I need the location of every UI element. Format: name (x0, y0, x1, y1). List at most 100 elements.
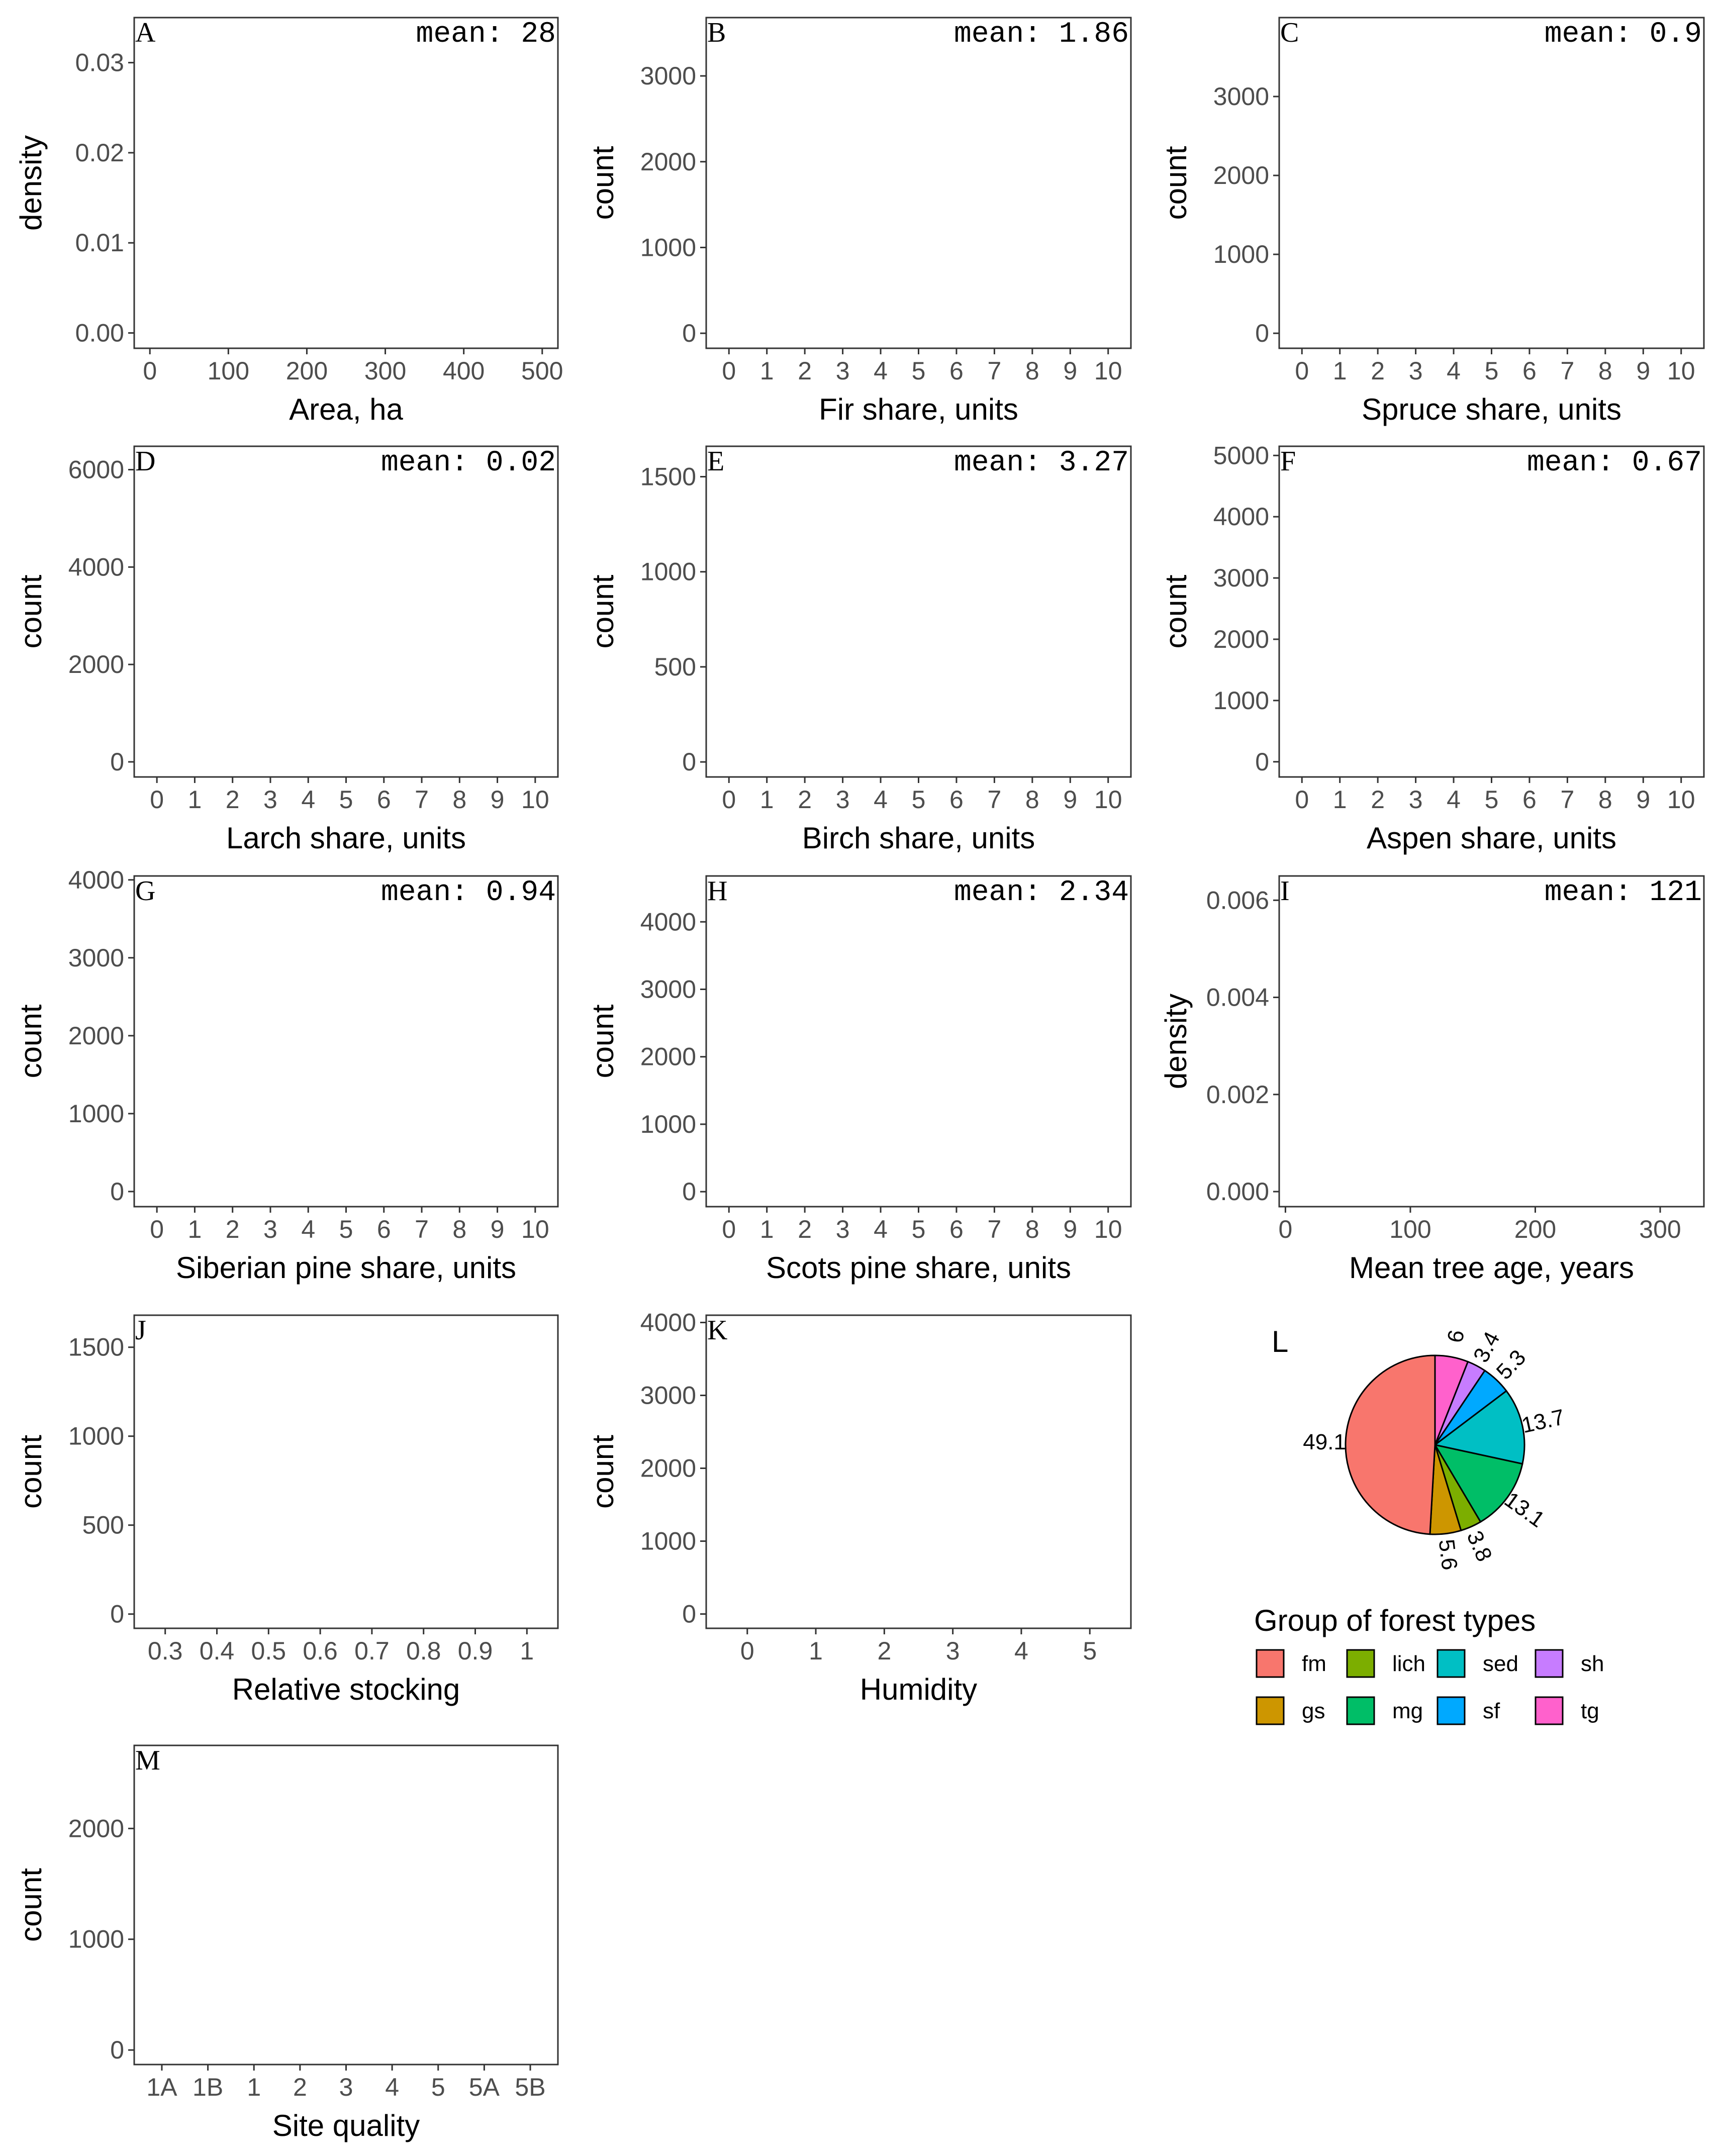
x-tick-label: 4 (874, 786, 888, 814)
slice-label-gs: 5.6 (1434, 1538, 1462, 1572)
x-tick-label: 0 (1279, 1215, 1293, 1243)
x-tick-label: 0.8 (406, 1637, 441, 1665)
x-tick-label: 8 (1025, 1215, 1039, 1243)
panel-border (133, 17, 559, 349)
y-tick-label: 2000 (640, 148, 696, 176)
x-tick-label: 3 (836, 786, 850, 814)
x-axis-title: Aspen share, units (1367, 821, 1616, 855)
panel-tag: I (1280, 875, 1290, 907)
x-tick-label: 8 (1025, 786, 1039, 814)
y-tick-label: 0 (110, 748, 124, 776)
y-axis-title: count (586, 574, 620, 648)
x-tick-label: 9 (1063, 786, 1077, 814)
y-tick-label: 1000 (1213, 240, 1269, 268)
y-tick-label: 0.02 (75, 139, 124, 167)
x-tick-label: 4 (301, 1215, 315, 1243)
x-tick-label: 8 (452, 1215, 466, 1243)
x-tick-label: 9 (491, 1215, 505, 1243)
x-tick-label: 6 (949, 786, 964, 814)
y-axis-title: count (14, 1004, 48, 1078)
legend-label-tg: tg (1581, 1699, 1599, 1723)
x-axis-title: Scots pine share, units (766, 1251, 1071, 1285)
y-tick-label: 5000 (1213, 441, 1269, 469)
legend-key-lich (1346, 1649, 1375, 1678)
x-tick-label: 5 (1485, 357, 1499, 385)
legend-key-gs (1256, 1696, 1285, 1725)
y-tick-label: 1500 (68, 1333, 124, 1361)
y-axis-title: count (586, 146, 620, 220)
y-tick-label: 0.000 (1206, 1178, 1269, 1206)
panel-tag: L (1272, 1325, 1288, 1358)
y-tick-label: 1000 (640, 1527, 696, 1555)
y-tick-label: 1500 (640, 463, 696, 491)
x-tick-label: 0 (740, 1637, 754, 1665)
x-tick-label: 8 (452, 786, 466, 814)
y-tick-label: 0 (110, 1178, 124, 1206)
legend-label-sed: sed (1483, 1651, 1518, 1676)
x-tick-label: 2 (1371, 357, 1385, 385)
panel-border (133, 445, 559, 778)
x-tick-label: 6 (1522, 786, 1537, 814)
mean-label: mean: 0.67 (1527, 447, 1702, 479)
x-axis-title: Birch share, units (802, 821, 1035, 855)
x-tick-label: 3 (263, 786, 277, 814)
x-tick-label: 0 (150, 786, 164, 814)
x-tick-label: 4 (874, 357, 888, 385)
x-tick-label: 7 (987, 786, 1001, 814)
panel-border (133, 1744, 559, 2066)
y-tick-label: 0 (110, 2036, 124, 2064)
x-tick-label: 7 (987, 357, 1001, 385)
x-tick-label: 10 (1667, 786, 1695, 814)
x-tick-label: 0 (1295, 357, 1309, 385)
x-tick-label: 1 (247, 2073, 261, 2101)
panel-tag: K (707, 1315, 727, 1346)
x-tick-label: 100 (1389, 1215, 1431, 1243)
slice-fm (1345, 1354, 1436, 1535)
slice-mg (1433, 1443, 1523, 1523)
panel-border (705, 445, 1132, 778)
y-tick-label: 1000 (640, 233, 696, 261)
y-tick-label: 0.01 (75, 229, 124, 257)
x-tick-label: 10 (521, 786, 549, 814)
slice-label-fm: 49.1 (1303, 1430, 1346, 1454)
x-tick-label: 100 (208, 357, 249, 385)
y-tick-label: 0 (1255, 748, 1269, 776)
y-tick-label: 2000 (1213, 625, 1269, 653)
y-tick-label: 1000 (68, 1422, 124, 1450)
x-tick-label: 4 (874, 1215, 888, 1243)
y-axis-title: count (586, 1435, 620, 1509)
x-tick-label: 9 (1063, 357, 1077, 385)
legend-key-fm (1256, 1649, 1285, 1678)
x-tick-label: 4 (1014, 1637, 1028, 1665)
legend-label-fm: fm (1302, 1651, 1326, 1676)
x-axis-title: Siberian pine share, units (176, 1251, 516, 1285)
x-tick-label: 6 (377, 786, 391, 814)
x-axis-title: Site quality (272, 2109, 420, 2142)
x-tick-label: 3 (1409, 357, 1423, 385)
legend-label-lich: lich (1392, 1651, 1425, 1676)
y-tick-label: 3000 (640, 62, 696, 90)
x-tick-label: 2 (1371, 786, 1385, 814)
x-tick-label: 1 (188, 1215, 202, 1243)
y-tick-label: 0 (682, 1600, 696, 1628)
x-axis-title: Spruce share, units (1362, 393, 1621, 426)
legend-label-sh: sh (1581, 1651, 1604, 1676)
y-tick-label: 3000 (68, 944, 124, 972)
panel-border (705, 17, 1132, 349)
x-axis-title: Area, ha (289, 393, 403, 426)
y-tick-label: 0.004 (1206, 984, 1269, 1012)
x-tick-label: 1 (760, 357, 774, 385)
x-tick-label: 9 (1063, 1215, 1077, 1243)
x-tick-label: 0.7 (354, 1637, 390, 1665)
y-axis-title: density (14, 135, 48, 231)
y-tick-label: 500 (654, 653, 696, 681)
x-tick-label: 300 (1639, 1215, 1681, 1243)
y-tick-label: 2000 (1213, 161, 1269, 189)
y-tick-label: 0 (682, 748, 696, 776)
x-tick-label: 4 (385, 2073, 399, 2101)
